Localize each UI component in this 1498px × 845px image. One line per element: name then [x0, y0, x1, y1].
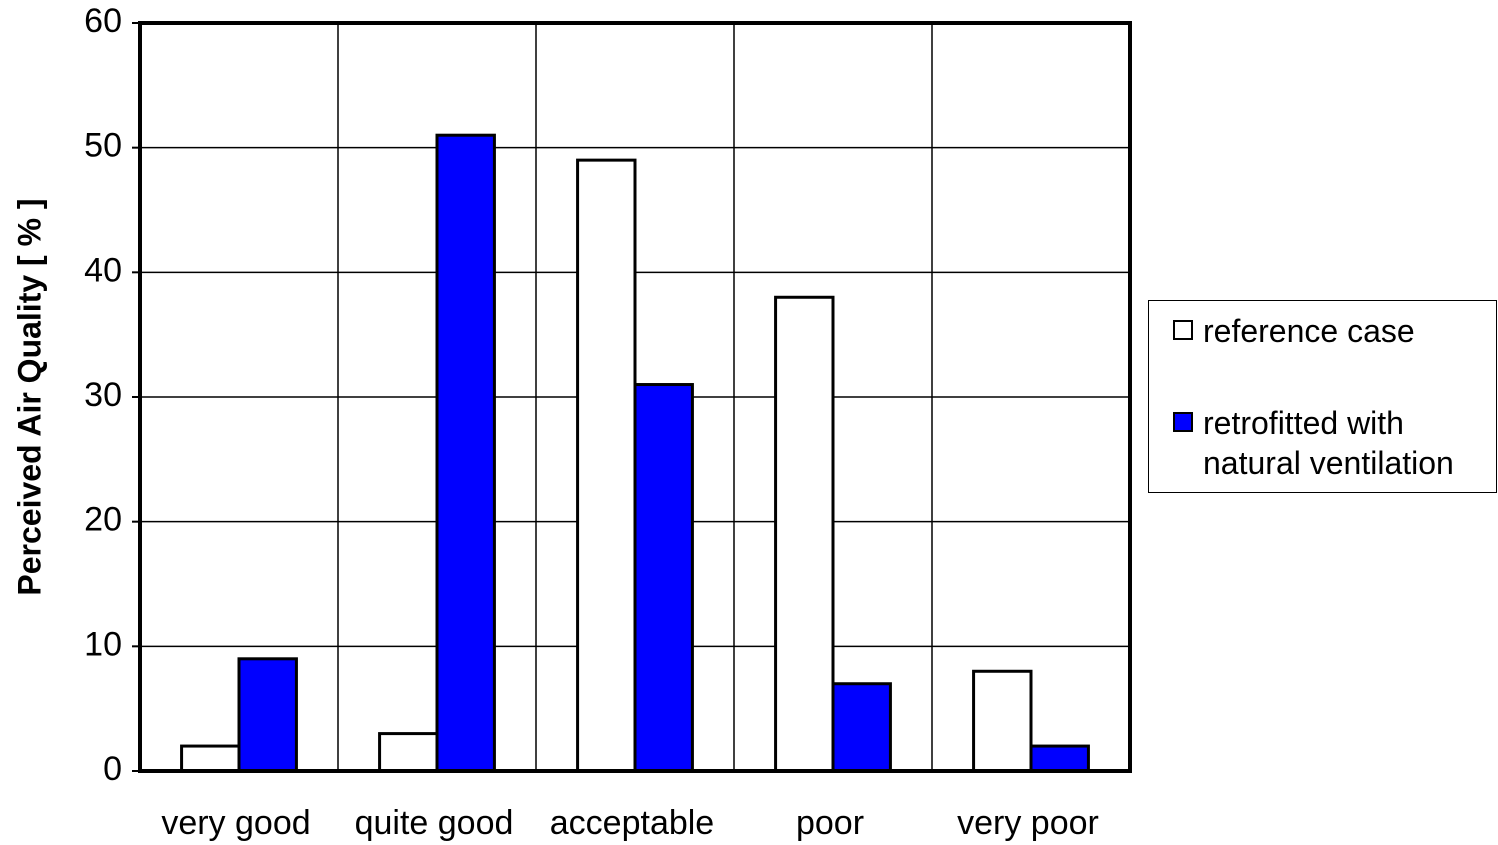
bar	[237, 657, 298, 773]
bar	[633, 383, 694, 773]
legend-entry: reference case	[1173, 311, 1493, 351]
y-axis-label: Perceived Air Quality [ % ]	[11, 198, 47, 595]
bar	[1029, 744, 1090, 773]
bar	[435, 133, 496, 773]
x-tick-label: poor	[796, 804, 864, 842]
x-tick-label: very poor	[957, 804, 1099, 842]
y-tick-label: 10	[84, 625, 122, 663]
legend-swatch	[1173, 320, 1193, 340]
y-tick-label: 0	[103, 750, 122, 788]
y-tick-label: 40	[84, 251, 122, 289]
legend: reference case retrofitted with natural v…	[1148, 300, 1497, 493]
x-tick-label: acceptable	[550, 804, 714, 842]
x-tick-label: quite good	[355, 804, 514, 842]
y-tick-label: 20	[84, 501, 122, 539]
legend-entry: retrofitted with natural ventilation	[1173, 403, 1493, 483]
legend-label: reference case	[1203, 313, 1415, 349]
bar	[180, 744, 241, 773]
bar	[378, 732, 439, 773]
bar	[831, 682, 892, 773]
plot-frame	[138, 21, 1132, 773]
bar	[972, 669, 1033, 773]
bar	[576, 158, 637, 773]
bar	[774, 295, 835, 773]
y-tick-label: 50	[84, 127, 122, 165]
legend-swatch	[1173, 412, 1193, 432]
y-tick-label: 30	[84, 376, 122, 414]
legend-label: retrofitted with natural ventilation	[1203, 405, 1454, 481]
y-tick-label: 60	[84, 2, 122, 40]
x-tick-label: very good	[161, 804, 310, 842]
